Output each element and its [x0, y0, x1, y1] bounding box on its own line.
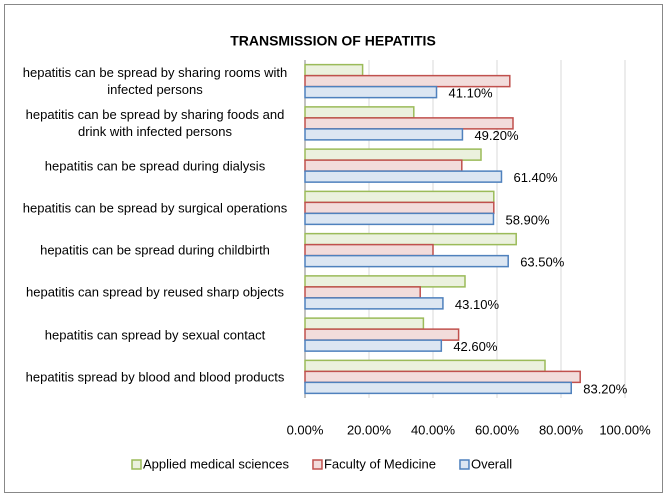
- y-tick-label: hepatitis can be spread by sharing rooms…: [22, 65, 288, 98]
- bar: [304, 159, 463, 172]
- bar: [304, 128, 464, 141]
- x-tick-label: 20.00%: [347, 422, 392, 437]
- bar: [304, 85, 438, 99]
- bar: [304, 339, 443, 352]
- y-tick-label: hepatitis can spread by sexual contact: [44, 327, 266, 343]
- legend-label: Overall: [471, 456, 512, 471]
- bar: [304, 286, 421, 299]
- bar: [304, 190, 495, 204]
- x-tick-label: 60.00%: [475, 422, 520, 437]
- data-label: 58.90%: [505, 212, 550, 227]
- y-tick-label: hepatitis can spread by reused sharp obj…: [26, 284, 284, 300]
- data-label: 42.60%: [453, 339, 498, 354]
- bar: [304, 381, 572, 395]
- bar: [304, 297, 444, 310]
- bar: [304, 370, 581, 384]
- bar: [304, 275, 466, 288]
- bar: [304, 243, 434, 257]
- legend-swatch: [312, 459, 323, 470]
- x-tick-label: 80.00%: [539, 422, 584, 437]
- bar: [304, 232, 517, 246]
- bar: [304, 254, 509, 268]
- chart-title: TRANSMISSION OF HEPATITIS: [230, 33, 436, 49]
- legend-label: Applied medical sciences: [143, 456, 289, 471]
- data-label: 61.40%: [513, 170, 558, 185]
- data-label: 49.20%: [474, 128, 519, 143]
- bar: [304, 359, 546, 373]
- legend-swatch: [459, 459, 470, 470]
- y-tick-label: hepatitis can be spread during childbirt…: [40, 242, 270, 258]
- data-label: 43.10%: [455, 297, 500, 312]
- y-tick-label: hepatitis can be spread during dialysis: [44, 158, 266, 174]
- legend-label: Faculty of Medicine: [324, 456, 436, 471]
- bar: [304, 148, 482, 161]
- y-tick-label: hepatitis can be spread by sharing foods…: [25, 107, 285, 140]
- bar: [304, 106, 415, 119]
- bar: [304, 201, 495, 215]
- bar: [304, 63, 364, 77]
- x-tick-label: 0.00%: [287, 422, 324, 437]
- bar: [304, 170, 503, 183]
- y-tick-label: hepatitis can be spread by surgical oper…: [22, 200, 288, 216]
- bar: [304, 212, 495, 226]
- data-label: 41.10%: [449, 86, 494, 101]
- y-tick-label: hepatitis spread by blood and blood prod…: [25, 369, 285, 385]
- bar: [304, 317, 425, 330]
- data-label: 63.50%: [520, 255, 565, 270]
- data-label: 83.20%: [583, 381, 628, 396]
- x-tick-label: 40.00%: [411, 422, 456, 437]
- bar: [304, 328, 460, 341]
- legend-swatch: [131, 459, 142, 470]
- x-tick-label: 100.00%: [599, 422, 651, 437]
